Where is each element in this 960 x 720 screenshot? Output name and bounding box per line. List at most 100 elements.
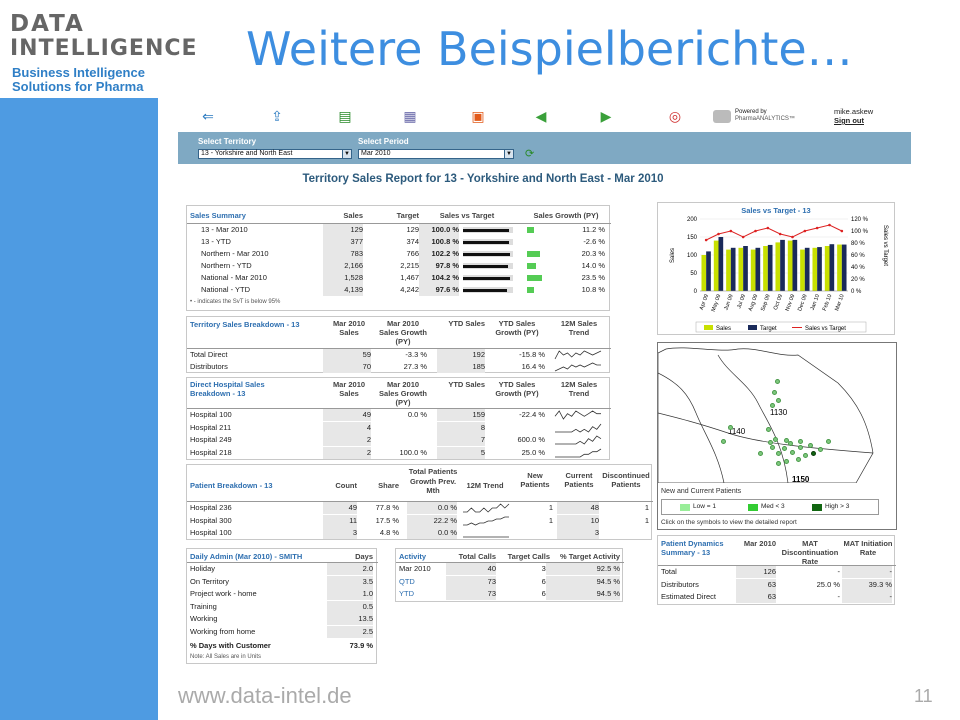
patient-symbol[interactable]: [784, 459, 789, 464]
refresh-go-icon[interactable]: ⟳: [525, 148, 535, 160]
ytd-growth: -15.8 %: [519, 350, 545, 359]
pharma-analytics-brand: PharmaANALYTICS™: [735, 116, 795, 122]
growth-value: 0.0 %: [407, 502, 457, 514]
x-tick-label: Sep 09: [760, 294, 772, 312]
sales-trend-sparkline: [554, 362, 601, 372]
patient-symbol[interactable]: [788, 441, 793, 446]
back-arrow-icon[interactable]: ⇐: [202, 108, 214, 124]
chevron-down-icon[interactable]: ▼: [504, 149, 514, 159]
row-label: National - Mar 2010: [201, 273, 267, 282]
patient-symbol[interactable]: [766, 427, 771, 432]
row-label: 13 - YTD: [201, 237, 231, 246]
patient-symbol[interactable]: [796, 457, 801, 462]
patient-symbol[interactable]: [784, 438, 789, 443]
discontinued-patients: 1: [644, 515, 649, 525]
patient-symbol[interactable]: [721, 439, 726, 444]
patient-symbol[interactable]: [826, 439, 831, 444]
svt-point: [840, 229, 844, 233]
slide-title: Weitere Beispielberichte…: [246, 22, 853, 76]
table-row: Hospital 100 3 4.8 % 0.0 % 3: [187, 527, 653, 539]
col-header-discontinued: Discontinued Patients: [602, 471, 650, 489]
x-tick-label: Aug 09: [748, 294, 760, 312]
patient-symbol[interactable]: [758, 451, 763, 456]
ytd-sales: 7: [437, 434, 485, 446]
mat-disc-value: 25.0 %: [816, 579, 840, 589]
chevron-down-icon[interactable]: ▼: [342, 149, 352, 159]
footer-url[interactable]: www.data-intel.de: [178, 683, 352, 708]
growth-value: 23.5 %: [581, 273, 605, 282]
bar-target: [718, 237, 724, 291]
patient-symbol[interactable]: [770, 445, 775, 450]
table-row: Northern - Mar 2010 783 766 102.2 % 20.3 %: [187, 248, 611, 260]
svt-point: [815, 226, 819, 230]
mar-sales: 2: [323, 434, 371, 446]
col-header-mat-disc: MAT Discontinuation Rate: [781, 539, 839, 566]
map-legend-title: New and Current Patients: [661, 488, 742, 495]
patient-symbol[interactable]: [782, 446, 787, 451]
patient-symbol[interactable]: [775, 379, 780, 384]
patient-symbol[interactable]: [803, 453, 808, 458]
row-label: Northern - YTD: [201, 261, 252, 270]
x-tick-label: Jul 09: [736, 294, 747, 310]
sign-out-link[interactable]: Sign out: [834, 116, 864, 125]
table-row: Holiday 2.0: [187, 563, 378, 575]
period-select[interactable]: Mar 2010 ▼: [358, 149, 514, 159]
hospital-breakdown-title: Direct Hospital Sales Breakdown - 13: [190, 380, 265, 398]
patient-symbol[interactable]: [818, 447, 823, 452]
new-patients: 1: [548, 515, 553, 525]
target-calls: 37: [496, 563, 550, 575]
sales-summary-title: Sales Summary: [190, 211, 246, 220]
patient-symbol[interactable]: [776, 461, 781, 466]
mar-growth: 0.0 %: [407, 410, 427, 419]
growth-bar: [527, 275, 542, 281]
patient-symbol[interactable]: [798, 439, 803, 444]
row-label: Hospital 236: [190, 503, 232, 512]
days-with-customer-row: % Days with Customer 73.9 %: [187, 640, 378, 652]
patient-symbol[interactable]: [776, 398, 781, 403]
patient-symbol[interactable]: [798, 445, 803, 450]
patient-symbol[interactable]: [728, 425, 733, 430]
daily-admin-title: Daily Admin (Mar 2010) - SMITH: [190, 552, 303, 561]
growth-value: 10.8 %: [581, 285, 605, 294]
help-lifebuoy-icon[interactable]: ◎: [668, 108, 682, 124]
previous-icon[interactable]: ◀: [535, 108, 547, 124]
table-report-icon[interactable]: ▦: [403, 108, 417, 124]
target-value: 374: [406, 237, 419, 246]
row-label: Hospital 211: [190, 422, 232, 432]
patient-map-panel: 1130 1140 1150 New and Current Patients …: [657, 342, 897, 530]
sales-vs-target-chart-panel: Sales vs Target - 13 0 50 100 150 200 0 % 20 % 4…: [657, 202, 895, 335]
divider: [187, 562, 378, 563]
current-patients: 3: [557, 527, 599, 539]
patient-symbol[interactable]: [790, 450, 795, 455]
y-axis-label: Sales: [670, 248, 676, 263]
patient-symbol[interactable]: [773, 437, 778, 442]
territory-select[interactable]: 13 - Yorkshire and North East ▼: [198, 149, 352, 159]
sales-value: 129: [323, 224, 363, 236]
table-row: Northern - YTD 2,166 2,215 97.8 % 14.0 %: [187, 260, 611, 272]
powerpoint-export-icon[interactable]: ▣: [471, 108, 485, 124]
x-tick-label: Jun 09: [723, 294, 734, 312]
table-row: On Territory 3.5: [187, 575, 378, 588]
y2-tick-label: 0 %: [851, 289, 862, 295]
patient-symbol-high[interactable]: [811, 451, 816, 456]
col-header-mat-init: MAT Initiation Rate: [843, 539, 893, 557]
mat-init-value: -: [842, 566, 892, 578]
patient-symbol[interactable]: [770, 403, 775, 408]
table-row: Hospital 218 2 100.0 % 5 25.0 %: [187, 446, 611, 459]
next-icon[interactable]: ▶: [600, 108, 612, 124]
table-row: Hospital 236 49 77.8 % 0.0 % 1 48 1: [187, 502, 653, 514]
patient-symbol[interactable]: [776, 451, 781, 456]
col-header-target-activity: % Target Activity: [559, 552, 620, 561]
sales-value: 377: [323, 236, 363, 248]
excel-export-icon[interactable]: ▤: [338, 108, 352, 124]
row-label: Distributors: [661, 579, 699, 589]
patient-symbol[interactable]: [768, 440, 773, 445]
patient-symbol[interactable]: [808, 443, 813, 448]
col-header-current: Current Patients: [564, 471, 594, 489]
table-row: Distributors 63 25.0 % 39.3 %: [658, 578, 896, 591]
patient-symbol[interactable]: [772, 390, 777, 395]
upload-icon[interactable]: ⇪: [271, 108, 283, 124]
svt-value: 100.0 %: [419, 224, 459, 236]
map-label-1130: 1130: [770, 408, 788, 417]
